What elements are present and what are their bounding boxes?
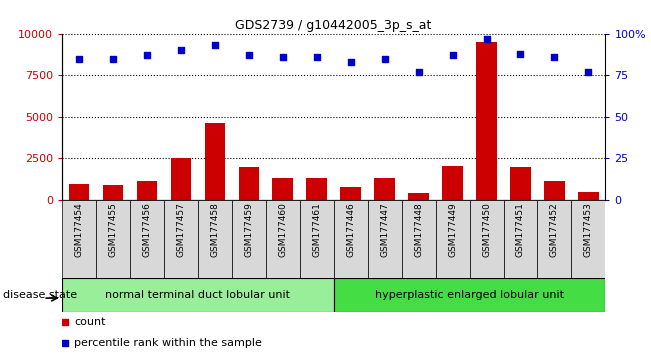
Text: GSM177448: GSM177448 <box>414 202 423 257</box>
Text: percentile rank within the sample: percentile rank within the sample <box>74 338 262 348</box>
Text: GSM177446: GSM177446 <box>346 202 355 257</box>
Bar <box>578 192 599 200</box>
Text: count: count <box>74 318 105 327</box>
Text: hyperplastic enlarged lobular unit: hyperplastic enlarged lobular unit <box>375 290 564 300</box>
Point <box>380 56 390 62</box>
Text: disease state: disease state <box>3 290 77 300</box>
Point <box>549 54 560 60</box>
Bar <box>469 200 503 278</box>
Bar <box>443 166 463 200</box>
Text: GSM177452: GSM177452 <box>550 202 559 257</box>
Text: GSM177447: GSM177447 <box>380 202 389 257</box>
Text: GSM177453: GSM177453 <box>584 202 593 257</box>
Point <box>141 52 152 58</box>
Text: GSM177455: GSM177455 <box>108 202 117 257</box>
Bar <box>266 200 299 278</box>
Point <box>583 69 594 75</box>
Bar <box>204 124 225 200</box>
Text: GSM177458: GSM177458 <box>210 202 219 257</box>
Bar <box>96 200 130 278</box>
Point <box>516 51 526 56</box>
Bar <box>538 200 572 278</box>
Text: GSM177451: GSM177451 <box>516 202 525 257</box>
Bar <box>572 200 605 278</box>
Bar <box>334 200 368 278</box>
Point <box>59 320 70 325</box>
Bar <box>402 200 436 278</box>
Point <box>413 69 424 75</box>
Bar <box>477 42 497 200</box>
Point <box>243 52 254 58</box>
Bar <box>436 200 469 278</box>
Text: GSM177459: GSM177459 <box>244 202 253 257</box>
Bar <box>137 181 157 200</box>
Point <box>481 36 492 41</box>
Point <box>311 54 322 60</box>
Bar <box>503 200 538 278</box>
Bar <box>334 278 605 312</box>
Bar <box>62 278 334 312</box>
Bar <box>374 178 395 200</box>
Bar <box>273 178 293 200</box>
Bar <box>164 200 198 278</box>
Point <box>447 52 458 58</box>
Title: GDS2739 / g10442005_3p_s_at: GDS2739 / g10442005_3p_s_at <box>236 19 432 33</box>
Bar <box>368 200 402 278</box>
Bar <box>198 200 232 278</box>
Point <box>210 42 220 48</box>
Point <box>176 47 186 53</box>
Point <box>74 56 84 62</box>
Point <box>59 341 70 346</box>
Bar <box>68 184 89 200</box>
Text: GSM177460: GSM177460 <box>278 202 287 257</box>
Text: GSM177457: GSM177457 <box>176 202 186 257</box>
Bar <box>340 187 361 200</box>
Text: GSM177456: GSM177456 <box>143 202 151 257</box>
Bar <box>130 200 164 278</box>
Text: normal terminal duct lobular unit: normal terminal duct lobular unit <box>105 290 290 300</box>
Text: GSM177454: GSM177454 <box>74 202 83 257</box>
Bar <box>299 200 333 278</box>
Text: GSM177449: GSM177449 <box>448 202 457 257</box>
Bar <box>544 181 564 200</box>
Bar <box>307 178 327 200</box>
Point <box>277 54 288 60</box>
Text: GSM177450: GSM177450 <box>482 202 491 257</box>
Bar <box>408 193 429 200</box>
Bar <box>238 167 259 200</box>
Bar <box>232 200 266 278</box>
Bar <box>103 185 123 200</box>
Bar <box>510 167 531 200</box>
Bar <box>171 159 191 200</box>
Point <box>107 56 118 62</box>
Bar <box>62 200 96 278</box>
Point <box>346 59 356 65</box>
Text: GSM177461: GSM177461 <box>312 202 321 257</box>
